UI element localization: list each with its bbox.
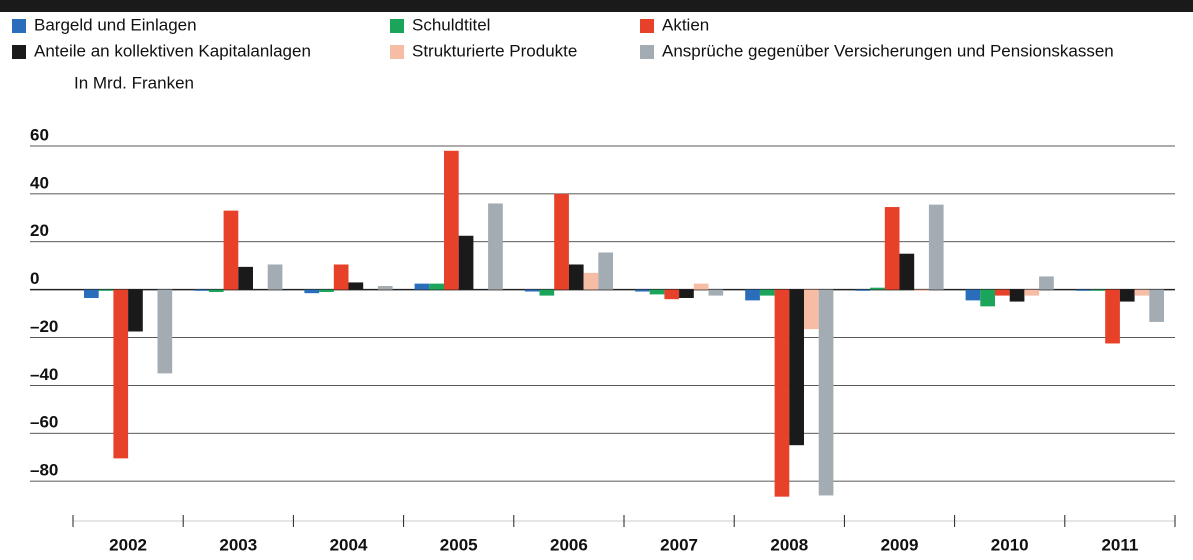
bar bbox=[1009, 289, 1025, 302]
bar bbox=[635, 289, 650, 292]
x-tick-label: 2003 bbox=[219, 535, 257, 554]
y-tick-label: –20 bbox=[30, 317, 58, 336]
bar bbox=[679, 289, 694, 298]
bar bbox=[1105, 289, 1120, 344]
bar bbox=[128, 289, 143, 332]
bar bbox=[568, 264, 584, 290]
y-tick-label: 20 bbox=[30, 221, 49, 240]
bar bbox=[965, 289, 981, 301]
bar bbox=[223, 210, 239, 290]
bar bbox=[598, 252, 613, 290]
y-tick-label: –80 bbox=[30, 461, 58, 480]
bar bbox=[708, 289, 724, 296]
bar bbox=[928, 204, 944, 290]
bar bbox=[319, 289, 334, 293]
bar bbox=[693, 283, 709, 290]
legend-swatch bbox=[390, 45, 404, 59]
bar bbox=[1134, 289, 1150, 296]
bar bbox=[377, 286, 393, 290]
y-tick-label: –40 bbox=[30, 365, 58, 384]
legend-swatch bbox=[390, 19, 404, 33]
bar bbox=[855, 289, 871, 291]
bar bbox=[1090, 289, 1106, 291]
legend-label: Strukturierte Produkte bbox=[412, 41, 577, 60]
bar bbox=[194, 289, 209, 291]
bar bbox=[84, 289, 99, 298]
x-tick-label: 2011 bbox=[1101, 535, 1138, 554]
x-tick-label: 2004 bbox=[330, 535, 368, 554]
bar bbox=[1024, 289, 1040, 296]
x-tick-label: 2010 bbox=[991, 535, 1029, 554]
bar bbox=[804, 289, 819, 330]
legend-swatch bbox=[12, 45, 26, 59]
legend-label: Schuldtitel bbox=[412, 15, 490, 34]
y-axis-label: In Mrd. Franken bbox=[74, 73, 194, 92]
bar bbox=[458, 235, 474, 290]
legend-label: Anteile an kollektiven Kapitalanlagen bbox=[34, 41, 311, 60]
bar bbox=[429, 283, 444, 290]
bar bbox=[649, 289, 665, 295]
bar bbox=[157, 289, 173, 374]
x-tick-label: 2009 bbox=[881, 535, 919, 554]
y-tick-label: 40 bbox=[30, 173, 49, 192]
y-tick-label: –60 bbox=[30, 413, 58, 432]
bar bbox=[980, 289, 995, 307]
x-tick-label: 2007 bbox=[660, 535, 698, 554]
x-tick-label: 2006 bbox=[550, 535, 588, 554]
bar bbox=[1149, 289, 1164, 322]
bar bbox=[664, 289, 680, 300]
x-tick-label: 2008 bbox=[770, 535, 808, 554]
bar bbox=[524, 289, 540, 292]
bar bbox=[759, 289, 775, 296]
bar bbox=[444, 150, 459, 290]
bar bbox=[1039, 276, 1054, 290]
legend-swatch bbox=[12, 19, 26, 33]
y-tick-label: 60 bbox=[30, 125, 49, 144]
bar bbox=[554, 193, 569, 290]
bar bbox=[267, 264, 283, 290]
bar bbox=[488, 203, 503, 290]
legend-label: Bargeld und Einlagen bbox=[34, 15, 197, 34]
top-bar bbox=[0, 0, 1193, 12]
bar bbox=[995, 289, 1010, 296]
x-tick-label: 2002 bbox=[109, 535, 147, 554]
bar bbox=[1119, 289, 1135, 302]
bar bbox=[113, 289, 129, 459]
bar bbox=[914, 289, 929, 291]
bar bbox=[208, 289, 224, 293]
legend-swatch bbox=[640, 45, 654, 59]
bar bbox=[818, 289, 834, 496]
bar bbox=[539, 289, 555, 296]
legend-label: Ansprüche gegenüber Versicherungen und P… bbox=[662, 41, 1114, 60]
bar bbox=[774, 289, 790, 497]
bar bbox=[238, 266, 253, 290]
bar bbox=[414, 283, 430, 290]
bar bbox=[304, 289, 320, 294]
bar bbox=[870, 287, 885, 290]
bar bbox=[745, 289, 760, 301]
x-tick-label: 2005 bbox=[440, 535, 478, 554]
legend-swatch bbox=[640, 19, 654, 33]
bar bbox=[98, 289, 114, 291]
bar bbox=[583, 272, 599, 290]
bar bbox=[899, 253, 915, 290]
y-tick-label: 0 bbox=[30, 269, 39, 288]
bar bbox=[333, 264, 349, 290]
bar bbox=[348, 282, 364, 290]
bar bbox=[884, 207, 900, 290]
bar bbox=[789, 289, 804, 446]
legend-label: Aktien bbox=[662, 15, 709, 34]
bar bbox=[1075, 289, 1091, 291]
